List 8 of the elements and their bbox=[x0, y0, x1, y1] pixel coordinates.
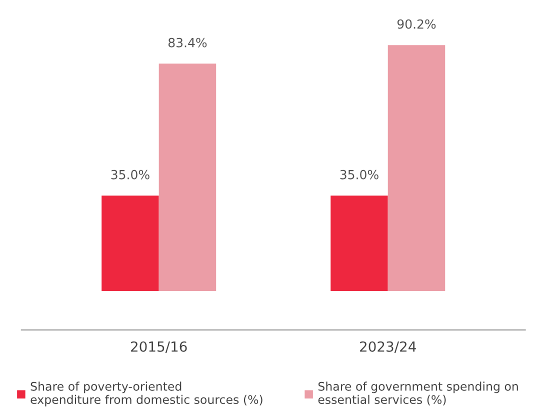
data-label: 90.2% bbox=[397, 19, 436, 29]
data-label: 35.0% bbox=[340, 170, 378, 180]
legend-label: Share of government spending on essential services (%) bbox=[318, 382, 518, 406]
x-tick-label: 2023/24 bbox=[360, 341, 416, 353]
x-tick-label: 2015/16 bbox=[131, 341, 187, 353]
legend-label: Share of poverty-oriented expenditure from domestic sources (%) bbox=[30, 382, 262, 406]
data-label: 83.4% bbox=[168, 38, 207, 48]
data-label: 35.0% bbox=[111, 170, 150, 180]
